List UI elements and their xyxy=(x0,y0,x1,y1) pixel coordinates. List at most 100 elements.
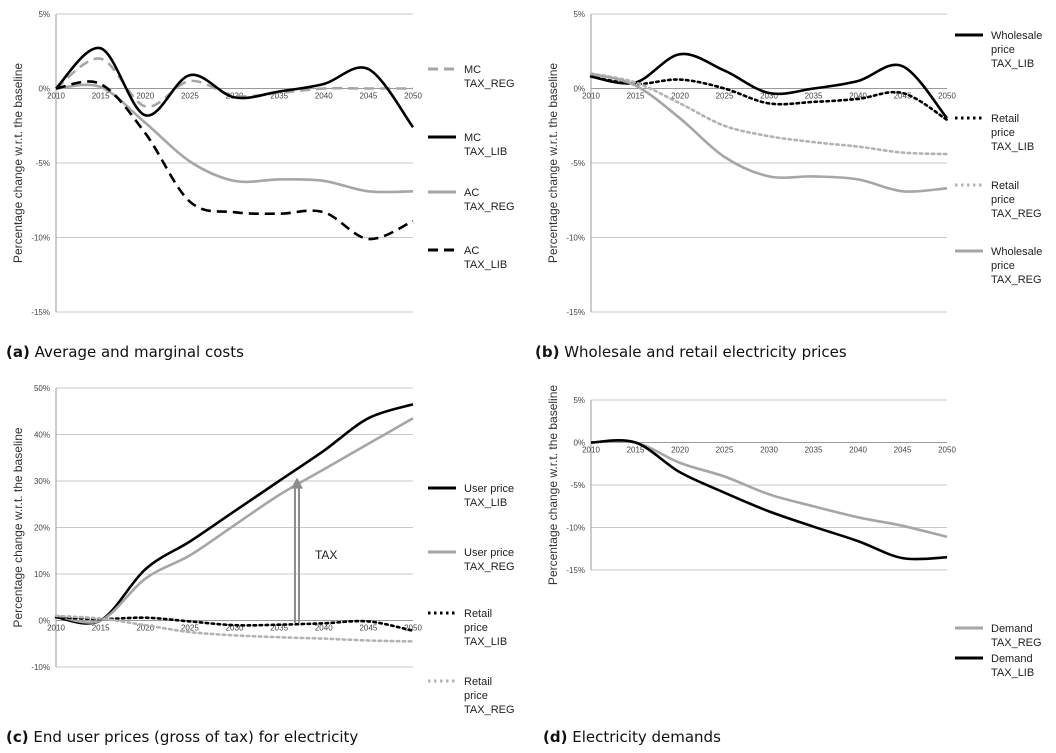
x-tick-label: 2050 xyxy=(938,446,956,455)
y-axis-label: Percentage change w.r.t. the baseline xyxy=(11,63,25,263)
legend-label: TAX_REG xyxy=(464,704,515,716)
legend-label: price xyxy=(991,194,1015,206)
x-tick-label: 2045 xyxy=(894,446,912,455)
x-tick-label: 2050 xyxy=(938,92,956,101)
y-tick-label: 20% xyxy=(34,524,50,533)
caption-b: (b) Wholesale and retail electricity pri… xyxy=(535,343,847,361)
x-tick-label: 2015 xyxy=(627,92,645,101)
caption-c-text: End user prices (gross of tax) for elect… xyxy=(28,728,359,746)
legend-label: TAX_REG xyxy=(991,637,1042,649)
caption-d: (d) Electricity demands xyxy=(543,728,721,746)
legend-label: Retail xyxy=(991,180,1019,192)
panel-a: 5% 0% -5% -10% -15% 2010 2015 2020 2025 2030 2035 2… xyxy=(0,0,528,376)
x-tick-label: 2050 xyxy=(404,92,422,101)
y-axis-label: Percentage change w.r.t. the baseline xyxy=(11,427,25,627)
x-tick-label: 2035 xyxy=(805,446,823,455)
legend-label: TAX_LIB xyxy=(991,667,1034,679)
legend-label: Retail xyxy=(464,608,492,620)
caption-b-tag: (b) xyxy=(535,343,560,361)
caption-a: (a) Average and marginal costs xyxy=(6,343,244,361)
caption-d-tag: (d) xyxy=(543,728,568,746)
series-line-0 xyxy=(590,52,949,120)
y-tick-label: 5% xyxy=(573,10,585,19)
caption-c: (c) End user prices (gross of tax) for e… xyxy=(6,728,358,746)
tax-label: TAX xyxy=(315,548,337,562)
x-tick-label: 2040 xyxy=(849,92,867,101)
series-line-0 xyxy=(55,57,413,108)
x-tick-label: 2025 xyxy=(181,92,199,101)
x-ticks: 2010 2015 2020 2025 2030 2035 2040 2045 2050 xyxy=(582,446,956,455)
y-tick-label: -10% xyxy=(31,234,50,243)
x-tick-label: 2030 xyxy=(760,92,778,101)
series-line-3 xyxy=(55,80,414,241)
legend-label: Demand xyxy=(991,623,1033,635)
tax-annotation: TAX xyxy=(290,477,337,623)
x-tick-label: 2020 xyxy=(136,624,154,633)
x-tick-label: 2010 xyxy=(582,446,600,455)
y-tick-label: -10% xyxy=(566,524,585,533)
x-tick-label: 2040 xyxy=(315,92,333,101)
legend-label: TAX_LIB xyxy=(464,146,507,158)
legend-label: TAX_REG xyxy=(991,274,1042,286)
legend-label: Wholesale xyxy=(991,246,1042,258)
y-tick-label: -15% xyxy=(566,308,585,317)
series-line-1 xyxy=(589,75,949,122)
legend-label: TAX_REG xyxy=(464,561,515,573)
x-tick-label: 2040 xyxy=(849,446,867,455)
x-tick-label: 2050 xyxy=(404,624,422,633)
legend-label: price xyxy=(991,127,1015,139)
x-tick-label: 2015 xyxy=(627,446,645,455)
x-ticks: 2010 2015 2020 2025 2030 2035 2040 2045 2050 xyxy=(582,92,956,101)
caption-a-text: Average and marginal costs xyxy=(29,343,244,361)
y-tick-label: 30% xyxy=(34,477,50,486)
legend: User price TAX_LIB User price TAX_REG Retail… xyxy=(428,483,515,716)
legend-label: AC xyxy=(464,187,479,199)
legend-label: User price xyxy=(464,483,514,495)
x-tick-label: 2010 xyxy=(582,92,600,101)
y-tick-label: -10% xyxy=(31,663,50,672)
legend-label: User price xyxy=(464,547,514,559)
legend-label: Retail xyxy=(991,113,1019,125)
y-tick-label: -5% xyxy=(571,481,585,490)
y-tick-label: 10% xyxy=(34,570,50,579)
legend-label: price xyxy=(464,622,488,634)
chart-electricity-demands: 5%0%-5%-10%-15%2010 2015 2020 2025 2030 2035 2… xyxy=(546,385,1042,679)
caption-b-text: Wholesale and retail electricity prices xyxy=(559,343,847,361)
x-tick-label: 2030 xyxy=(226,624,244,633)
y-tick-label: -10% xyxy=(566,234,585,243)
y-tick-label: -5% xyxy=(36,159,50,168)
legend-label: Demand xyxy=(991,653,1033,665)
series-line-3 xyxy=(54,614,415,643)
legend-label: TAX_REG xyxy=(991,208,1042,220)
x-tick-label: 2045 xyxy=(359,92,377,101)
caption-d-text: Electricity demands xyxy=(567,728,721,746)
legend-label: TAX_LIB xyxy=(991,141,1034,153)
legend-label: price xyxy=(991,260,1015,272)
tax-arrow-head xyxy=(290,477,303,489)
y-tick-label: 0% xyxy=(573,439,585,448)
y-tick-label: 40% xyxy=(34,431,50,440)
y-tick-label: 0% xyxy=(38,617,50,626)
x-tick-label: 2035 xyxy=(805,92,823,101)
gridlines: 5% 0% -5% -10% -15% xyxy=(31,10,413,317)
series-line-2 xyxy=(589,72,949,156)
legend-label: MC xyxy=(464,64,481,76)
y-tick-label: -5% xyxy=(571,159,585,168)
legend-label: TAX_REG xyxy=(464,78,515,90)
legend-label: AC xyxy=(464,245,479,257)
series-line-1 xyxy=(55,46,415,128)
y-tick-label: 50% xyxy=(34,384,50,393)
caption-c-tag: (c) xyxy=(6,728,29,746)
gridlines: 5% 0% -5% -10% -15% xyxy=(566,396,947,575)
x-tick-label: 2025 xyxy=(181,624,199,633)
x-tick-label: 2045 xyxy=(359,624,377,633)
panel-d: 5% 0% -5% -10% -15% 2010 2015 2020 2025 2030 2035 2… xyxy=(528,376,1056,753)
x-tick-label: 2015 xyxy=(92,92,110,101)
x-tick-label: 2040 xyxy=(315,624,333,633)
legend: MC TAX_REG MC TAX_LIB AC TAX_REG AC TAX_LIB xyxy=(428,64,515,271)
x-tick-label: 2035 xyxy=(270,624,288,633)
chart-average-marginal-costs: 5%0%-5%-10%-15%2010 2015 2020 2025 2030 2035 2… xyxy=(11,10,515,317)
x-tick-label: 2020 xyxy=(671,446,689,455)
y-tick-label: 5% xyxy=(38,10,50,19)
series-line-2 xyxy=(54,615,415,632)
